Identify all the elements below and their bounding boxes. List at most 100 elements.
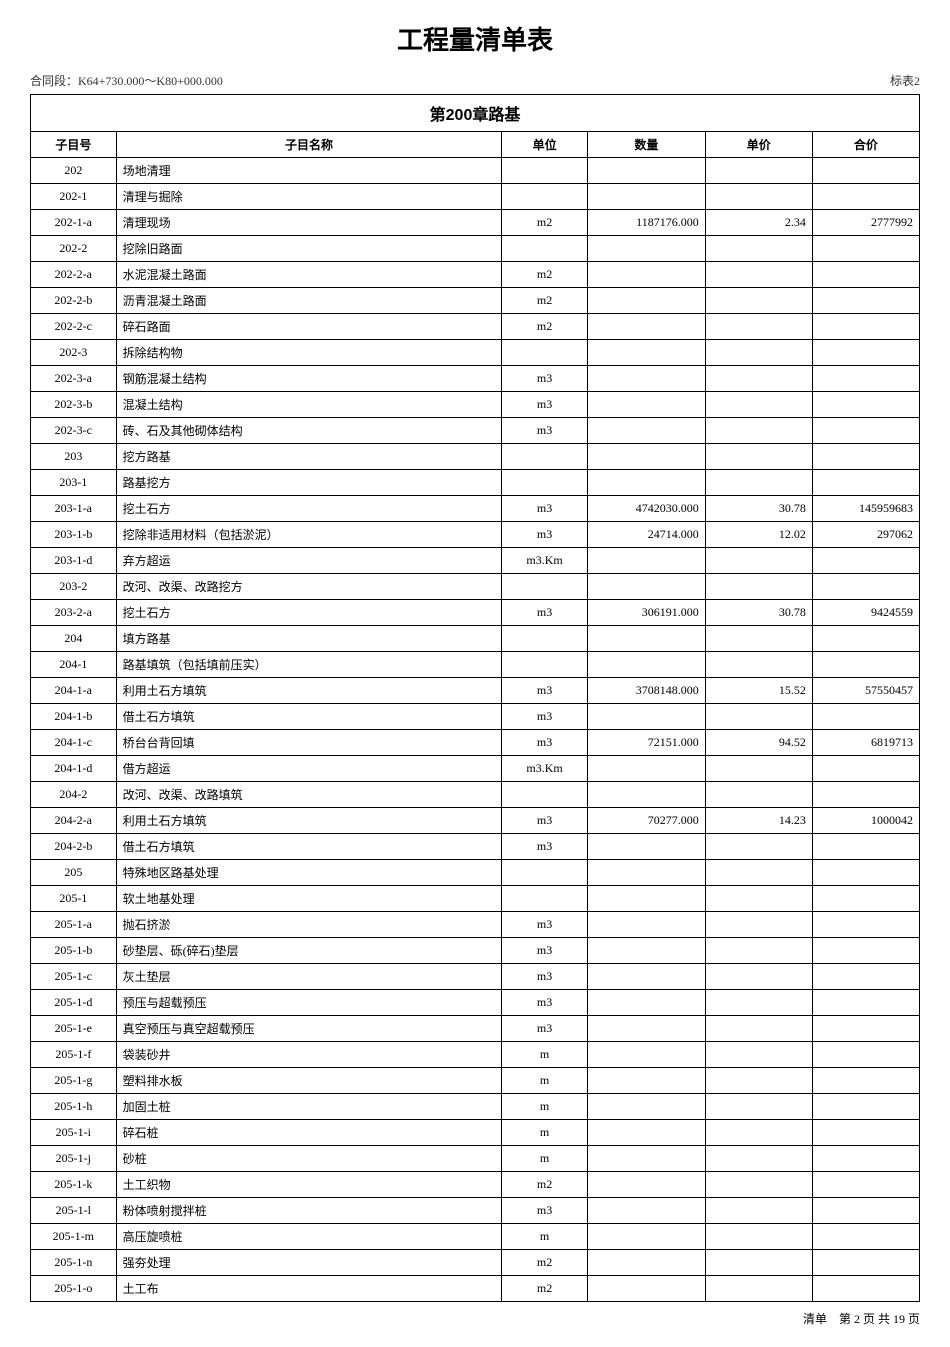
- cell-total: [812, 756, 919, 782]
- cell-id: 205-1-c: [31, 964, 117, 990]
- cell-total: [812, 652, 919, 678]
- cell-id: 202-2-b: [31, 288, 117, 314]
- cell-price: [705, 418, 812, 444]
- cell-id: 203-2-a: [31, 600, 117, 626]
- table-row: 205-1-f袋装砂井m: [31, 1042, 920, 1068]
- cell-total: [812, 860, 919, 886]
- table-row: 205-1-m高压旋喷桩m: [31, 1224, 920, 1250]
- cell-name: 清理与掘除: [116, 184, 502, 210]
- cell-qty: [587, 444, 705, 470]
- cell-qty: 70277.000: [587, 808, 705, 834]
- cell-price: [705, 1276, 812, 1302]
- cell-name: 改河、改渠、改路填筑: [116, 782, 502, 808]
- table-row: 204-2-a利用土石方填筑m370277.00014.231000042: [31, 808, 920, 834]
- cell-name: 弃方超运: [116, 548, 502, 574]
- cell-total: [812, 288, 919, 314]
- cell-price: [705, 340, 812, 366]
- cell-name: 借土石方填筑: [116, 834, 502, 860]
- cell-total: [812, 1120, 919, 1146]
- cell-name: 路基挖方: [116, 470, 502, 496]
- cell-total: [812, 340, 919, 366]
- col-header-total: 合价: [812, 132, 919, 158]
- cell-unit: m2: [502, 1250, 588, 1276]
- cell-name: 路基填筑（包括填前压实）: [116, 652, 502, 678]
- col-header-unit: 单位: [502, 132, 588, 158]
- cell-name: 沥青混凝土路面: [116, 288, 502, 314]
- cell-unit: [502, 184, 588, 210]
- cell-total: [812, 1094, 919, 1120]
- cell-id: 205-1-g: [31, 1068, 117, 1094]
- page-footer: 清单 第 2 页 共 19 页: [30, 1310, 920, 1327]
- cell-id: 202-2-c: [31, 314, 117, 340]
- cell-qty: [587, 704, 705, 730]
- table-row: 204-1路基填筑（包括填前压实）: [31, 652, 920, 678]
- cell-id: 202-3-b: [31, 392, 117, 418]
- cell-id: 202-3-a: [31, 366, 117, 392]
- cell-name: 抛石挤淤: [116, 912, 502, 938]
- cell-total: [812, 1068, 919, 1094]
- cell-price: [705, 574, 812, 600]
- cell-qty: [587, 366, 705, 392]
- cell-qty: 24714.000: [587, 522, 705, 548]
- cell-unit: m2: [502, 1276, 588, 1302]
- cell-price: [705, 756, 812, 782]
- cell-total: [812, 184, 919, 210]
- table-row: 205-1软土地基处理: [31, 886, 920, 912]
- cell-qty: [587, 314, 705, 340]
- table-row: 205-1-o土工布m2: [31, 1276, 920, 1302]
- cell-total: 6819713: [812, 730, 919, 756]
- cell-qty: [587, 1068, 705, 1094]
- cell-qty: [587, 834, 705, 860]
- cell-total: [812, 444, 919, 470]
- cell-unit: m: [502, 1224, 588, 1250]
- cell-price: [705, 1250, 812, 1276]
- cell-unit: m3: [502, 730, 588, 756]
- cell-unit: m3: [502, 1016, 588, 1042]
- cell-unit: m3.Km: [502, 756, 588, 782]
- table-row: 205-1-e真空预压与真空超载预压m3: [31, 1016, 920, 1042]
- cell-id: 202-2-a: [31, 262, 117, 288]
- cell-qty: 4742030.000: [587, 496, 705, 522]
- cell-unit: m3: [502, 990, 588, 1016]
- cell-unit: [502, 886, 588, 912]
- table-row: 202-3拆除结构物: [31, 340, 920, 366]
- cell-price: [705, 704, 812, 730]
- cell-price: [705, 1068, 812, 1094]
- cell-unit: m2: [502, 262, 588, 288]
- table-label: 标表2: [890, 72, 920, 89]
- cell-price: [705, 1224, 812, 1250]
- cell-id: 205-1-k: [31, 1172, 117, 1198]
- cell-total: [812, 964, 919, 990]
- cell-price: 12.02: [705, 522, 812, 548]
- cell-id: 203-1: [31, 470, 117, 496]
- page-title: 工程量清单表: [30, 20, 920, 57]
- cell-price: [705, 912, 812, 938]
- cell-unit: m3: [502, 912, 588, 938]
- cell-total: [812, 574, 919, 600]
- cell-qty: [587, 262, 705, 288]
- cell-unit: m: [502, 1146, 588, 1172]
- cell-id: 205-1-j: [31, 1146, 117, 1172]
- table-row: 204-1-d借方超运m3.Km: [31, 756, 920, 782]
- table-row: 205特殊地区路基处理: [31, 860, 920, 886]
- cell-name: 借土石方填筑: [116, 704, 502, 730]
- cell-name: 土工布: [116, 1276, 502, 1302]
- cell-qty: [587, 236, 705, 262]
- cell-name: 塑料排水板: [116, 1068, 502, 1094]
- cell-price: [705, 1042, 812, 1068]
- cell-qty: [587, 1250, 705, 1276]
- cell-unit: m3: [502, 808, 588, 834]
- bill-table: 子目号 子目名称 单位 数量 单价 合价 202场地清理202-1清理与掘除20…: [30, 131, 920, 1302]
- cell-name: 挖土石方: [116, 496, 502, 522]
- table-row: 204-2-b借土石方填筑m3: [31, 834, 920, 860]
- cell-id: 203-1-d: [31, 548, 117, 574]
- cell-qty: [587, 288, 705, 314]
- cell-name: 袋装砂井: [116, 1042, 502, 1068]
- cell-name: 改河、改渠、改路挖方: [116, 574, 502, 600]
- cell-name: 真空预压与真空超载预压: [116, 1016, 502, 1042]
- cell-name: 强夯处理: [116, 1250, 502, 1276]
- cell-id: 205-1-l: [31, 1198, 117, 1224]
- cell-price: [705, 860, 812, 886]
- cell-price: [705, 1172, 812, 1198]
- cell-price: 30.78: [705, 600, 812, 626]
